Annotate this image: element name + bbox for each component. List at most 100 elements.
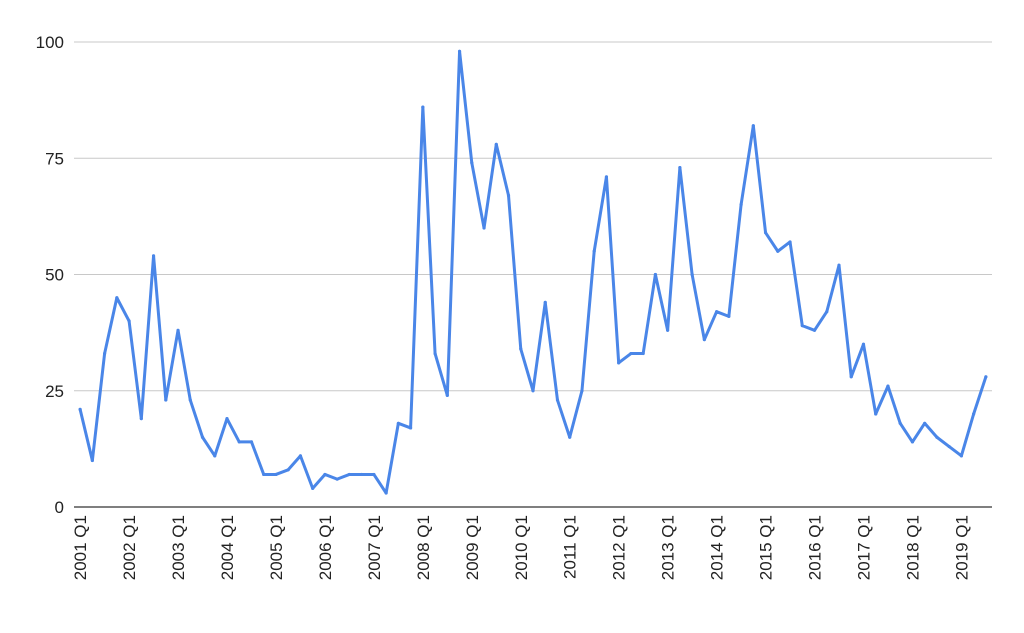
x-tick-label: 2010 Q1 [512,515,531,580]
data-point [433,351,437,356]
data-point [445,393,449,397]
data-point [641,351,645,356]
data-point [702,338,706,342]
data-point [482,226,486,230]
data-point [78,407,82,411]
x-tick-label: 2014 Q1 [708,515,727,580]
data-point [127,319,131,323]
data-point [849,375,853,379]
data-point [531,389,535,393]
data-point [237,440,241,444]
data-point [139,417,143,421]
data-point [874,412,878,416]
data-point [90,458,94,463]
y-tick-label: 75 [45,149,64,168]
data-point [421,105,425,109]
x-tick-label: 2017 Q1 [854,515,873,580]
data-point [200,435,205,439]
data-point [286,468,290,472]
series-line [78,49,988,495]
data-point [715,310,719,314]
data-point [347,472,351,477]
data-point [164,398,168,402]
data-point [188,398,192,402]
data-point [494,142,498,146]
data-point [923,421,927,425]
x-tick-label: 2013 Q1 [659,515,678,580]
x-tick-label: 2009 Q1 [463,515,482,580]
data-point [298,454,303,458]
x-tick-label: 2002 Q1 [120,515,139,580]
data-point [311,486,315,490]
data-point [727,314,731,318]
data-point [666,328,670,332]
data-point [800,324,804,328]
data-point [274,472,278,477]
data-point [151,254,156,258]
y-tick-label: 50 [45,266,64,285]
data-point [176,328,180,332]
data-point [519,347,523,351]
data-point [886,384,890,388]
data-point [898,421,902,425]
y-tick-label: 100 [36,33,64,52]
data-point [825,310,829,314]
data-point [984,375,988,379]
data-point [580,389,584,393]
data-point [335,477,339,481]
x-tick-label: 2019 Q1 [952,515,971,580]
x-tick-label: 2001 Q1 [71,515,90,580]
data-point [457,49,462,53]
data-point [568,435,572,439]
data-point [690,272,694,277]
data-point [506,193,511,198]
data-point [678,165,682,170]
x-axis-tick-labels: 2001 Q1 2002 Q1 2003 Q1 2004 Q1 2005 Q1 2006 … [71,515,971,580]
y-tick-label: 0 [55,498,64,517]
data-point [262,472,266,477]
data-point [213,454,217,458]
data-point [470,161,474,165]
x-tick-label: 2016 Q1 [806,515,825,580]
data-point [776,249,780,253]
data-point [959,454,964,458]
data-point [653,272,658,277]
data-point [910,440,915,444]
data-point [739,203,743,207]
data-point [360,472,364,477]
data-point [617,361,621,365]
data-point [861,342,866,346]
data-point [837,263,841,267]
data-point [225,417,229,421]
x-tick-label: 2012 Q1 [610,515,629,580]
series-layer [78,49,988,495]
data-point [372,472,376,477]
x-tick-label: 2004 Q1 [218,515,237,580]
data-point [115,296,119,300]
data-point [396,421,400,425]
x-tick-label: 2005 Q1 [267,515,286,580]
data-point [592,249,596,253]
data-point [323,472,327,477]
y-axis-tick-labels: 0 25 50 75 100 [36,33,64,517]
x-tick-label: 2003 Q1 [169,515,188,580]
x-tick-label: 2011 Q1 [561,515,580,579]
data-point [249,440,254,444]
data-point [629,351,633,356]
data-point [788,240,792,244]
x-tick-label: 2018 Q1 [903,515,922,580]
data-point [409,426,413,430]
data-point [543,300,547,304]
data-point [947,444,951,449]
data-point [763,231,768,235]
data-point [604,175,609,179]
data-point [103,351,107,356]
data-point [555,398,560,402]
data-point [972,412,976,416]
gridlines [74,41,992,508]
data-point [812,328,817,332]
x-tick-label: 2007 Q1 [365,515,384,580]
y-tick-label: 25 [45,382,64,401]
